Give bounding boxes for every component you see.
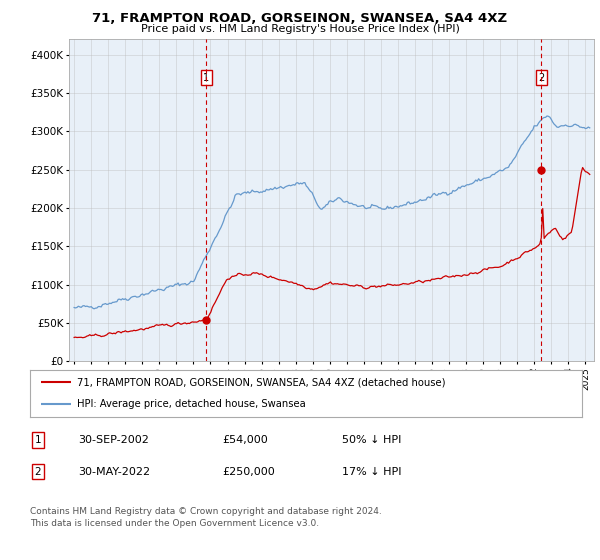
Text: 1: 1 [203,73,209,82]
Text: £250,000: £250,000 [222,466,275,477]
Text: 2: 2 [538,73,545,82]
Text: HPI: Average price, detached house, Swansea: HPI: Average price, detached house, Swan… [77,399,305,409]
Text: 71, FRAMPTON ROAD, GORSEINON, SWANSEA, SA4 4XZ: 71, FRAMPTON ROAD, GORSEINON, SWANSEA, S… [92,12,508,25]
Text: 2: 2 [34,466,41,477]
Text: 1: 1 [34,435,41,445]
Text: 30-SEP-2002: 30-SEP-2002 [78,435,149,445]
Text: Contains HM Land Registry data © Crown copyright and database right 2024.
This d: Contains HM Land Registry data © Crown c… [30,507,382,528]
Text: 71, FRAMPTON ROAD, GORSEINON, SWANSEA, SA4 4XZ (detached house): 71, FRAMPTON ROAD, GORSEINON, SWANSEA, S… [77,377,445,388]
Text: Price paid vs. HM Land Registry's House Price Index (HPI): Price paid vs. HM Land Registry's House … [140,24,460,34]
Text: £54,000: £54,000 [222,435,268,445]
Text: 50% ↓ HPI: 50% ↓ HPI [342,435,401,445]
Text: 30-MAY-2022: 30-MAY-2022 [78,466,150,477]
Text: 17% ↓ HPI: 17% ↓ HPI [342,466,401,477]
